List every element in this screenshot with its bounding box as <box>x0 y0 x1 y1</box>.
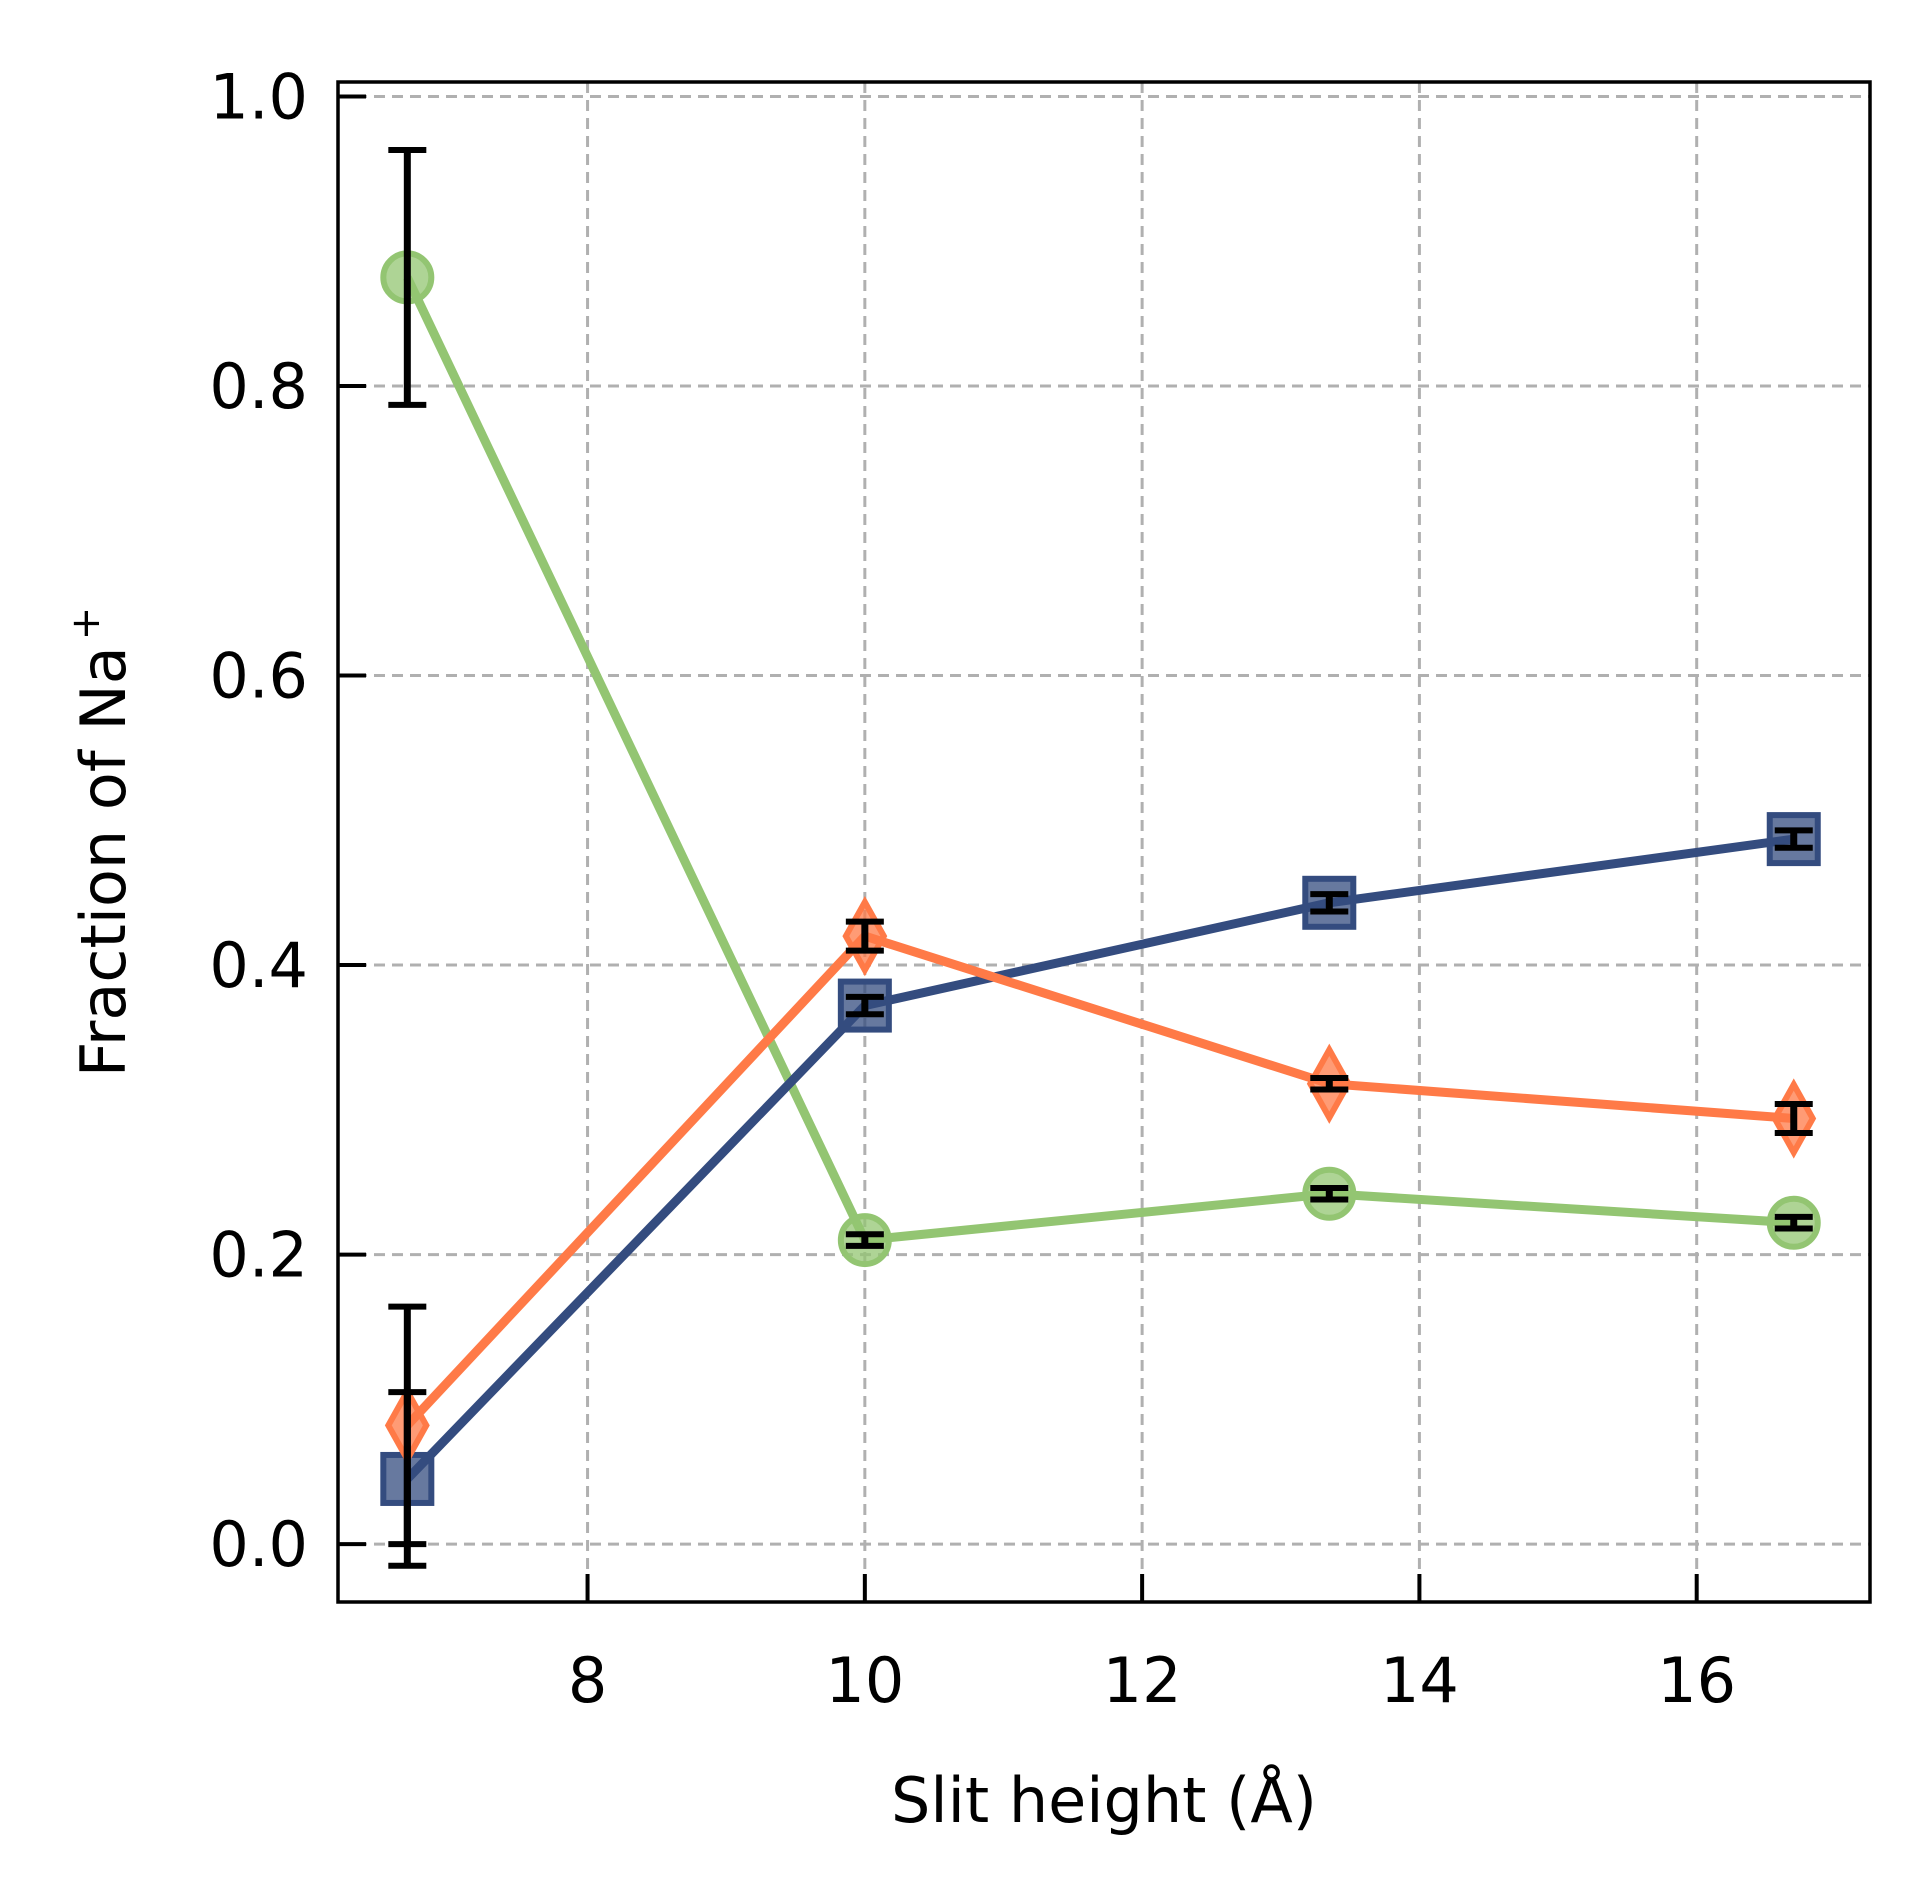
y-tick-label: 0.4 <box>209 929 308 1002</box>
series-line-0 <box>403 275 1795 1245</box>
error-bar <box>1774 1213 1813 1232</box>
error-bars <box>388 147 1813 1569</box>
y-tick-label: 0.0 <box>209 1508 308 1581</box>
grid <box>338 82 1870 1602</box>
error-bar <box>1310 1184 1349 1203</box>
x-tick-label: 14 <box>1380 1644 1459 1717</box>
y-tick-label: 1.0 <box>209 60 308 133</box>
series-line-1 <box>404 834 1795 1483</box>
error-bar <box>1310 1074 1349 1093</box>
error-bar <box>1774 827 1813 851</box>
axis-ticks <box>338 94 1699 1602</box>
y-axis-label-superscript: + <box>63 607 109 641</box>
x-tick-label: 8 <box>568 1644 607 1717</box>
error-bar <box>845 993 884 1018</box>
error-bar <box>1774 1101 1813 1136</box>
x-tick-label: 10 <box>825 1644 904 1717</box>
error-bar <box>1310 891 1349 915</box>
y-axis-label: Fraction of Na + <box>63 607 140 1078</box>
y-tick-label: 0.2 <box>209 1219 308 1292</box>
y-axis-label-text: Fraction of Na <box>67 646 140 1077</box>
error-bar <box>845 1231 884 1249</box>
error-bar <box>845 918 884 954</box>
x-axis-label: Slit height (Å) <box>891 1764 1317 1837</box>
axis-labels: 8 10 12 14 16 0.0 0.2 0.4 0.6 0.8 1.0 Slit height (… <box>63 60 1736 1837</box>
y-tick-label: 0.8 <box>209 350 308 423</box>
error-bar <box>388 1303 427 1548</box>
error-bar <box>388 147 427 408</box>
series-markers <box>380 250 1821 1506</box>
x-tick-label: 16 <box>1657 1644 1736 1717</box>
series <box>380 147 1821 1569</box>
y-tick-label: 0.6 <box>209 640 308 713</box>
series-lines <box>403 275 1795 1483</box>
plot-frame <box>336 80 1872 1604</box>
series-line-2 <box>404 931 1795 1429</box>
x-tick-label: 12 <box>1103 1644 1182 1717</box>
